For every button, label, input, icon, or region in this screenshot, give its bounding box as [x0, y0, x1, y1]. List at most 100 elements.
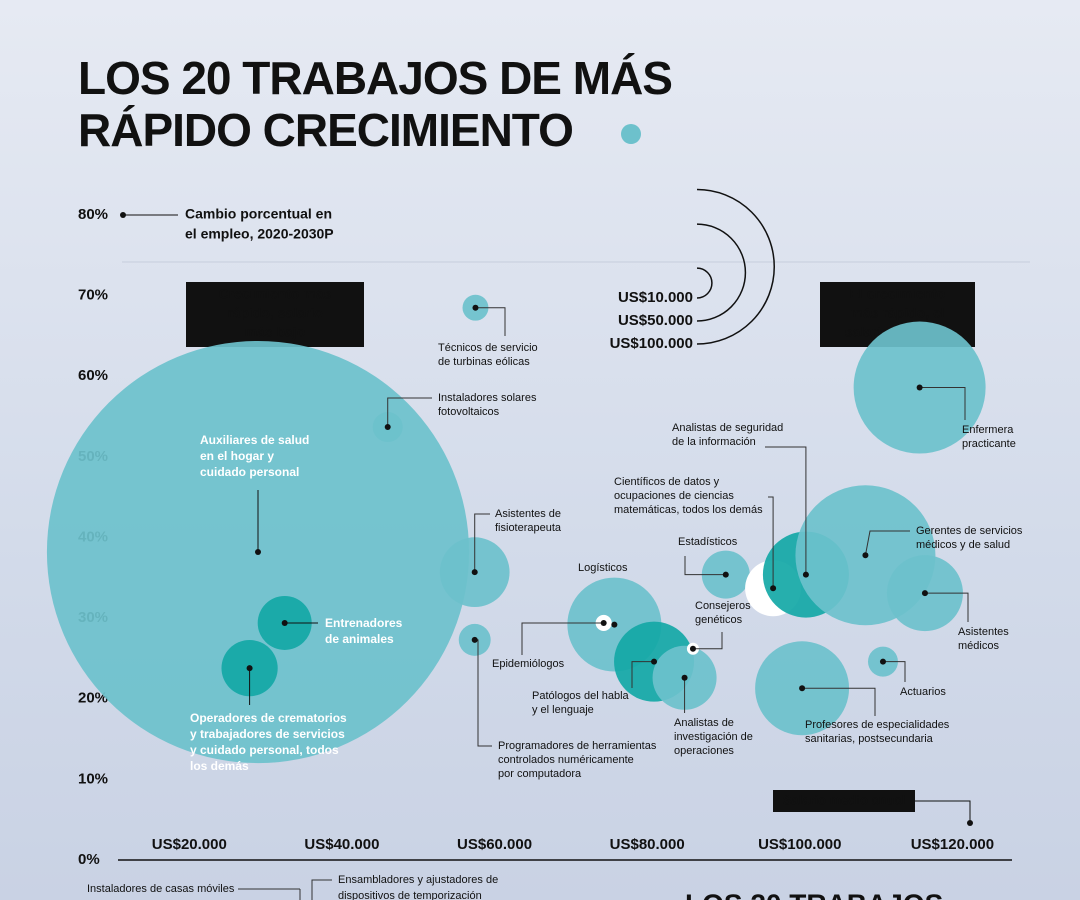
- bubble-label: matemáticas, todos los demás: [614, 504, 763, 516]
- data-dot: [246, 665, 253, 672]
- bubble-label: y cuidado personal, todos: [190, 743, 339, 757]
- data-dot: [722, 571, 729, 578]
- leader-line: [919, 387, 966, 420]
- size-legend-arc: [696, 267, 713, 299]
- data-dot: [472, 304, 479, 311]
- leader-line: [802, 687, 876, 716]
- bubble-label: ocupaciones de ciencias: [614, 490, 734, 502]
- leader-line: [684, 556, 726, 576]
- title-dot: [621, 124, 641, 144]
- bubble-label: Consejeros: [695, 600, 751, 612]
- bubble-label: Programadores de herramientas: [498, 740, 657, 752]
- chart-title: RÁPIDO CRECIMIENTO: [78, 104, 573, 156]
- bubble-label: y el lenguaje: [532, 704, 594, 716]
- leader-line: [631, 661, 655, 688]
- bubble-label: operaciones: [674, 745, 734, 757]
- y-tick-label: 70%: [78, 287, 108, 304]
- bubble-label: de turbinas eólicas: [438, 356, 530, 368]
- bubble-label: y trabajadores de servicios: [190, 727, 345, 741]
- leader-line: [768, 496, 774, 589]
- bubble-label: genéticos: [695, 614, 743, 626]
- x-tick-label: US$80.000: [610, 836, 685, 853]
- y-tick-label: 80%: [78, 206, 108, 223]
- bubble-label: médicos: [958, 640, 999, 652]
- bubble-label: Científicos de datos y: [614, 476, 720, 488]
- size-legend-label: US$100.000: [610, 335, 693, 352]
- data-dot: [471, 636, 478, 643]
- data-dot: [879, 658, 886, 665]
- chart-title: LOS 20 TRABAJOS DE MÁS: [78, 52, 672, 104]
- bubble-label: en el hogar y: [200, 449, 274, 463]
- data-dot: [600, 619, 607, 626]
- bubble-label: médicos y de salud: [916, 539, 1010, 551]
- footer-title: LOS 20 TRABAJOS: [685, 888, 943, 900]
- bubble-label: Asistentes de: [495, 508, 561, 520]
- footer-text: Instaladores de casas móviles: [87, 883, 235, 895]
- leader-line: [924, 592, 969, 622]
- data-dot: [862, 552, 869, 559]
- annotation-dot: [967, 820, 973, 826]
- bubble-label: Entrenadores: [325, 616, 403, 630]
- data-dot: [281, 619, 288, 626]
- bubble-label: practicante: [962, 438, 1016, 450]
- bubble-label: fotovoltaicos: [438, 406, 500, 418]
- bubble-label: investigación de: [674, 731, 753, 743]
- data-dot: [802, 571, 809, 578]
- bubble-label: Operadores de crematorios: [190, 711, 347, 725]
- annotation-box: [186, 282, 364, 347]
- x-tick-label: US$120.000: [911, 836, 994, 853]
- bubble-label: Logísticos: [578, 562, 628, 574]
- bubble-label: Actuarios: [900, 686, 946, 698]
- data-dot: [689, 645, 696, 652]
- bubble-label: de la información: [672, 436, 756, 448]
- data-dot: [611, 621, 618, 628]
- bubble-label: Asistentes: [958, 626, 1009, 638]
- y-tick-label: 10%: [78, 770, 108, 787]
- bubble-label: Técnicos de servicio: [438, 342, 538, 354]
- leader-line: [475, 307, 506, 336]
- annotation-text: Crecimiento más: [219, 286, 332, 302]
- annotation-text: más bajo: [245, 324, 306, 340]
- bubble-label: Auxiliares de salud: [200, 433, 309, 447]
- size-legend-arc: [696, 223, 747, 322]
- annotation-text: El crecimiento: [850, 286, 946, 302]
- footer-text: Ensambladores y ajustadores de: [338, 874, 498, 886]
- leader-line: [692, 632, 723, 650]
- bubbles: [46, 294, 986, 764]
- leader-line: [311, 879, 332, 900]
- annotation-text: más rápido, el: [850, 305, 944, 321]
- leader-line: [474, 639, 492, 747]
- leader-line: [521, 622, 604, 655]
- data-dot: [681, 674, 688, 681]
- bubble-label: sanitarias, postsecundaria: [805, 733, 934, 745]
- bubble-label: Analistas de seguridad: [672, 422, 783, 434]
- data-dot: [770, 585, 777, 592]
- bubble-label: Analistas de: [674, 717, 734, 729]
- x-tick-label: US$60.000: [457, 836, 532, 853]
- bubble-label: fisioterapeuta: [495, 522, 562, 534]
- data-dot: [384, 424, 391, 431]
- bubble-label: Patólogos del habla: [532, 690, 630, 702]
- data-dot: [921, 590, 928, 597]
- size-legend-label: US$10.000: [618, 289, 693, 306]
- x-tick-label: US$40.000: [304, 836, 379, 853]
- data-dot: [471, 569, 478, 576]
- data-dot: [916, 384, 923, 391]
- data-dot: [651, 658, 658, 665]
- size-legend-arc: [696, 188, 775, 345]
- bubble-label: Instaladores solares: [438, 392, 537, 404]
- leader-line: [474, 513, 490, 573]
- bubble-label: de animales: [325, 632, 394, 646]
- footer-text: dispositivos de temporización: [338, 890, 482, 900]
- x-tick-label: US$100.000: [758, 836, 841, 853]
- data-dot: [799, 685, 806, 692]
- bubble-label: Gerentes de servicios: [916, 525, 1023, 537]
- bubble-label: controlados numéricamente: [498, 754, 634, 766]
- x-tick-label: US$20.000: [152, 836, 227, 853]
- bubble-label: Estadísticos: [678, 536, 738, 548]
- bubble-label: Enfermera: [962, 424, 1014, 436]
- bubble-label: por computadora: [498, 768, 582, 780]
- y-axis-label: Cambio porcentual en: [185, 206, 332, 222]
